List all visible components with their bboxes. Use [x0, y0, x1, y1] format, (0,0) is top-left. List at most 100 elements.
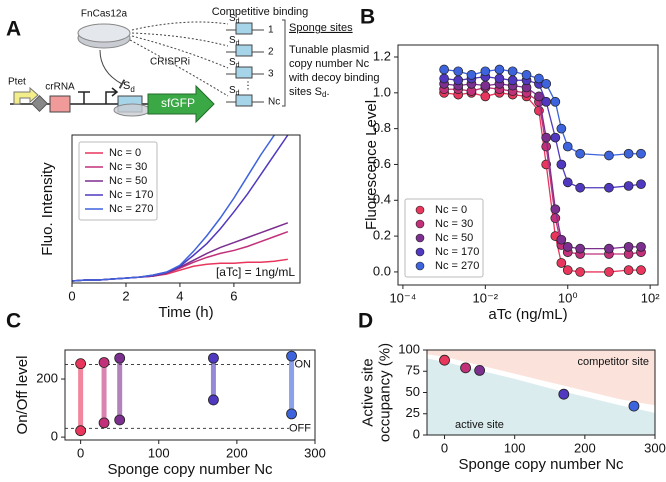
point — [636, 179, 646, 190]
plot-frame — [64, 349, 316, 441]
point — [480, 80, 491, 91]
point — [480, 66, 491, 77]
site-number: 2 — [268, 47, 274, 58]
point — [628, 400, 640, 412]
x-tick-label: 300 — [644, 440, 666, 455]
point — [562, 177, 573, 188]
competition-arrows — [129, 21, 229, 97]
y-tick-label: 50 — [406, 384, 420, 399]
x-tick-label: 200 — [226, 445, 248, 460]
point — [541, 96, 552, 107]
off-point — [208, 394, 219, 406]
legend-swatch — [415, 247, 425, 257]
decoy-main: S — [229, 13, 236, 24]
active-region — [427, 358, 655, 435]
promoter — [13, 86, 39, 105]
y-tick-label: 0.4 — [373, 192, 391, 207]
plot-frame — [397, 44, 659, 286]
point — [604, 150, 614, 161]
on-point — [98, 357, 110, 368]
y-tick-label: 25 — [406, 405, 420, 420]
point — [636, 242, 646, 252]
point — [541, 141, 552, 152]
plot-frame — [71, 134, 301, 284]
y-tick-label: 0 — [51, 429, 58, 444]
reference-label: OFF — [289, 422, 311, 434]
x-axis-label: Sponge copy number Nc — [107, 461, 273, 478]
x-axis-label: aTc (ng/mL) — [488, 306, 567, 323]
point — [439, 354, 450, 366]
legend-label: Nc = 50 — [435, 232, 473, 244]
off-point — [286, 408, 297, 420]
site-number: 3 — [268, 69, 274, 80]
legend — [78, 141, 158, 221]
on-point — [114, 352, 126, 364]
competitor-region — [427, 350, 655, 406]
x-tick-label: 100 — [504, 440, 526, 455]
reference-label: ON — [295, 358, 312, 370]
panel-label: C — [6, 310, 21, 333]
point — [604, 182, 614, 193]
point — [541, 132, 552, 143]
decoy-main: S — [123, 80, 130, 92]
guide — [49, 95, 71, 113]
annotation: [aTc] = 1ng/mL — [216, 265, 295, 279]
decoy-sub: d — [236, 18, 240, 25]
legend-label: Nc = 30 — [109, 161, 147, 173]
x-tick-label: 0 — [441, 440, 448, 455]
point — [507, 75, 518, 86]
y-tick-label: 0 — [413, 426, 420, 441]
site-number: Nc — [268, 97, 280, 108]
legend-label: Nc = 270 — [109, 203, 153, 215]
x-tick-label: 300 — [304, 445, 326, 460]
reporter-label: sfGFP — [161, 96, 195, 110]
decoy-main: S — [229, 35, 236, 46]
decoy-sub: d — [236, 40, 240, 47]
point — [562, 242, 573, 252]
on-point — [75, 358, 87, 370]
decoy-sub: d — [236, 90, 240, 97]
point — [550, 132, 561, 143]
x-tick-label: 10⁻⁴ — [389, 290, 416, 305]
legend-label: Nc = 170 — [435, 246, 479, 258]
description-sub: d — [322, 90, 326, 99]
off-point — [98, 417, 110, 429]
y-tick-label: 75 — [406, 363, 420, 378]
x-tick-label: 0 — [68, 288, 75, 303]
x-tick-label: 0 — [77, 445, 84, 460]
on-point — [208, 352, 219, 364]
y-tick-label: 0.6 — [373, 156, 391, 171]
decoy-label: Sd — [123, 80, 135, 94]
x-tick-label: 100 — [148, 445, 170, 460]
decoy-label: Sd — [229, 13, 240, 25]
decoy-sub: d — [130, 85, 134, 94]
legend-label: Nc = 170 — [109, 189, 153, 201]
y-tick-label: 0.0 — [373, 263, 391, 278]
legend-label: Nc = 270 — [435, 260, 479, 272]
decoy-main: S — [229, 85, 236, 96]
legend-label: Nc = 0 — [109, 147, 141, 159]
point — [556, 258, 567, 268]
point — [439, 73, 449, 84]
point — [466, 70, 477, 80]
y-axis-label: Fluorescence Level — [363, 100, 380, 230]
point — [575, 148, 585, 159]
description: Tunable plasmid — [289, 44, 369, 56]
point — [480, 91, 491, 102]
point — [604, 243, 614, 254]
x-axis-label: Time (h) — [158, 304, 213, 321]
panel-label: A — [6, 18, 21, 41]
point — [534, 73, 544, 84]
point — [507, 66, 518, 77]
description-text: sites S — [289, 86, 322, 98]
decoy-label: Sd — [229, 85, 240, 97]
sponge-sites — [226, 22, 264, 107]
point — [562, 141, 573, 152]
point — [558, 388, 570, 400]
competition-label: Competitive binding — [212, 6, 309, 18]
point — [623, 265, 634, 275]
y-tick-label: 0.2 — [373, 228, 391, 243]
fit-line — [444, 83, 642, 250]
promoter-label: Ptet — [8, 77, 26, 88]
